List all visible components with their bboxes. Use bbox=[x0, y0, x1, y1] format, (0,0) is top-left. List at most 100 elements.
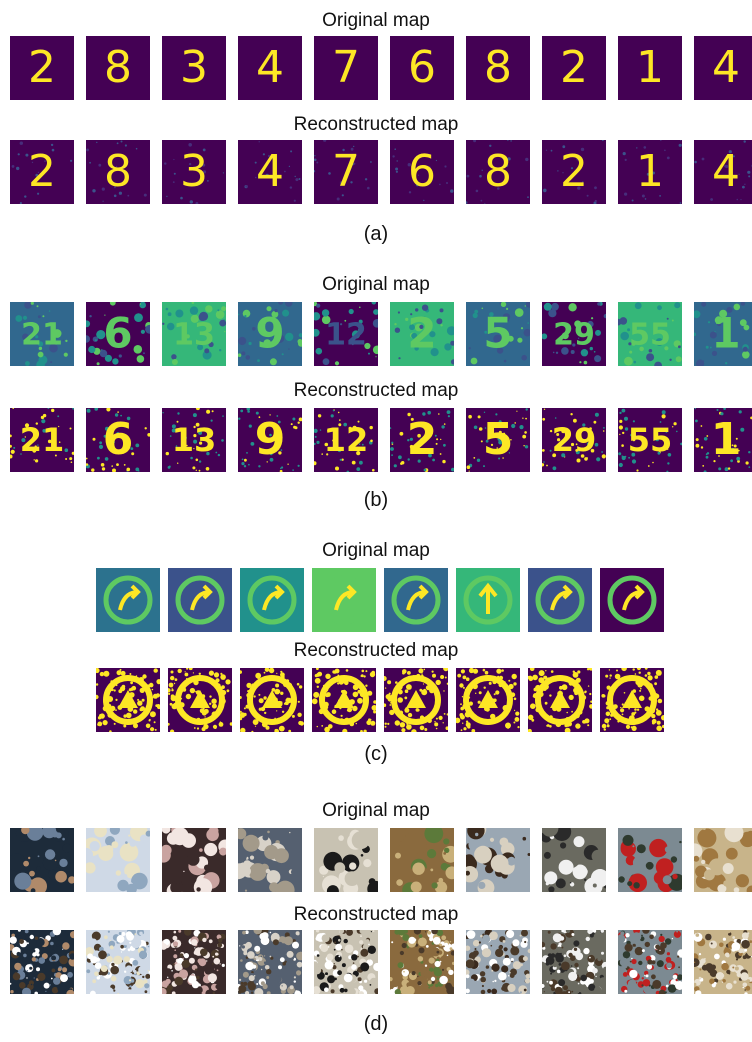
panel-d-rec-thumbnail bbox=[618, 930, 682, 994]
panel-d-rec-thumbnail bbox=[390, 930, 454, 994]
panel-c-caption: (c) bbox=[364, 743, 388, 765]
thumbnail-image bbox=[314, 828, 378, 892]
thumbnail-image: 2 bbox=[390, 302, 454, 366]
thumbnail-image: 6 bbox=[390, 140, 454, 204]
panel-c-rec-thumbnail bbox=[168, 668, 232, 732]
thumbnail-image bbox=[542, 930, 606, 994]
panel-d-reconstructed-row bbox=[0, 930, 752, 994]
thumbnail-image bbox=[390, 930, 454, 994]
thumbnail-image: 1 bbox=[694, 302, 752, 366]
panel-b-orig-thumbnail: 21 bbox=[10, 302, 74, 366]
panel-a-orig-thumbnail: 4 bbox=[238, 36, 302, 100]
digit-glyph: 4 bbox=[712, 146, 740, 197]
digit-glyph: 6 bbox=[103, 309, 132, 358]
panel-b-rec-thumbnail: 2 bbox=[390, 408, 454, 472]
panel-d-orig-thumbnail bbox=[314, 828, 378, 892]
thumbnail-image bbox=[238, 828, 302, 892]
panel-b-rec-thumbnail: 55 bbox=[618, 408, 682, 472]
panel-b-orig-thumbnail: 1 bbox=[694, 302, 752, 366]
digit-glyph: 2 bbox=[560, 42, 588, 93]
panel-c-rec-thumbnail bbox=[312, 668, 376, 732]
digit-glyph: 1 bbox=[636, 42, 664, 93]
thumbnail-image: 7 bbox=[314, 140, 378, 204]
thumbnail-image bbox=[384, 568, 448, 632]
panel-c-orig-thumbnail bbox=[168, 568, 232, 632]
thumbnail-image: 8 bbox=[86, 140, 150, 204]
thumbnail-image bbox=[384, 668, 448, 732]
thumbnail-image bbox=[314, 930, 378, 994]
thumbnail-image bbox=[162, 828, 226, 892]
digit-glyph: 2 bbox=[560, 146, 588, 197]
digit-glyph: 4 bbox=[256, 146, 284, 197]
thumbnail-image bbox=[312, 568, 376, 632]
panel-a-rec-thumbnail: 4 bbox=[694, 140, 752, 204]
digit-glyph: 6 bbox=[408, 42, 436, 93]
thumbnail-image bbox=[86, 930, 150, 994]
panel-c-rec-thumbnail bbox=[600, 668, 664, 732]
thumbnail-image bbox=[168, 568, 232, 632]
panel-d-original-row bbox=[0, 828, 752, 892]
digit-glyph: 7 bbox=[332, 42, 360, 93]
panel-a-original-label: Original map bbox=[322, 10, 430, 31]
thumbnail-image: 4 bbox=[238, 36, 302, 100]
panel-b-rec-thumbnail: 13 bbox=[162, 408, 226, 472]
panel-b-reconstructed-label: Reconstructed map bbox=[293, 380, 459, 401]
digit-glyph: 9 bbox=[255, 414, 286, 465]
panel-d-orig-thumbnail bbox=[238, 828, 302, 892]
panel-a-orig-thumbnail: 2 bbox=[10, 36, 74, 100]
digit-glyph: 13 bbox=[173, 318, 215, 353]
panel-b-orig-thumbnail: 12 bbox=[314, 302, 378, 366]
panel-d-orig-thumbnail bbox=[466, 828, 530, 892]
digit-glyph: 6 bbox=[408, 146, 436, 197]
thumbnail-image: 6 bbox=[390, 36, 454, 100]
digit-glyph: 8 bbox=[484, 146, 512, 197]
digit-glyph: 21 bbox=[20, 421, 65, 459]
panel-d-rec-thumbnail bbox=[238, 930, 302, 994]
thumbnail-image: 21 bbox=[10, 302, 74, 366]
panel-c-rec-thumbnail bbox=[240, 668, 304, 732]
panel-d-caption: (d) bbox=[363, 1013, 389, 1035]
thumbnail-image bbox=[96, 668, 160, 732]
panel-b-original-row: 21 6 13 9 12 2 5 29 55 1 bbox=[0, 302, 752, 366]
panel-b-orig-thumbnail: 29 bbox=[542, 302, 606, 366]
digit-glyph: 1 bbox=[636, 146, 664, 197]
thumbnail-image: 29 bbox=[542, 302, 606, 366]
panel-c-rec-thumbnail bbox=[528, 668, 592, 732]
panel-a-rec-thumbnail: 8 bbox=[86, 140, 150, 204]
thumbnail-image: 13 bbox=[162, 302, 226, 366]
panel-c-orig-thumbnail bbox=[312, 568, 376, 632]
thumbnail-image: 3 bbox=[162, 140, 226, 204]
panel-a-rec-thumbnail: 1 bbox=[618, 140, 682, 204]
thumbnail-image: 1 bbox=[618, 140, 682, 204]
digit-glyph: 3 bbox=[180, 146, 208, 197]
panel-b-rec-thumbnail: 5 bbox=[466, 408, 530, 472]
thumbnail-image bbox=[456, 568, 520, 632]
digit-glyph: 8 bbox=[104, 42, 132, 93]
panel-b-rec-thumbnail: 6 bbox=[86, 408, 150, 472]
thumbnail-image: 9 bbox=[238, 302, 302, 366]
thumbnail-image bbox=[466, 828, 530, 892]
panel-d-rec-thumbnail bbox=[86, 930, 150, 994]
thumbnail-image bbox=[168, 668, 232, 732]
thumbnail-image bbox=[542, 828, 606, 892]
digit-glyph: 29 bbox=[553, 318, 595, 353]
thumbnail-image: 4 bbox=[238, 140, 302, 204]
digit-glyph: 7 bbox=[332, 146, 360, 197]
digit-glyph: 29 bbox=[552, 421, 597, 459]
digit-glyph: 12 bbox=[324, 421, 369, 459]
panel-d-orig-thumbnail bbox=[10, 828, 74, 892]
thumbnail-image bbox=[600, 568, 664, 632]
thumbnail-image: 3 bbox=[162, 36, 226, 100]
panel-b-rec-thumbnail: 29 bbox=[542, 408, 606, 472]
panel-b-orig-thumbnail: 6 bbox=[86, 302, 150, 366]
digit-glyph: 4 bbox=[712, 42, 740, 93]
panel-b-rec-thumbnail: 12 bbox=[314, 408, 378, 472]
panel-b-rec-thumbnail: 9 bbox=[238, 408, 302, 472]
panel-d-orig-thumbnail bbox=[162, 828, 226, 892]
panel-d-rec-thumbnail bbox=[694, 930, 752, 994]
panel-d-original-label: Original map bbox=[322, 800, 430, 821]
digit-glyph: 8 bbox=[484, 42, 512, 93]
digit-glyph: 1 bbox=[711, 309, 740, 358]
panel-b-original-label: Original map bbox=[322, 274, 430, 295]
thumbnail-image bbox=[10, 828, 74, 892]
